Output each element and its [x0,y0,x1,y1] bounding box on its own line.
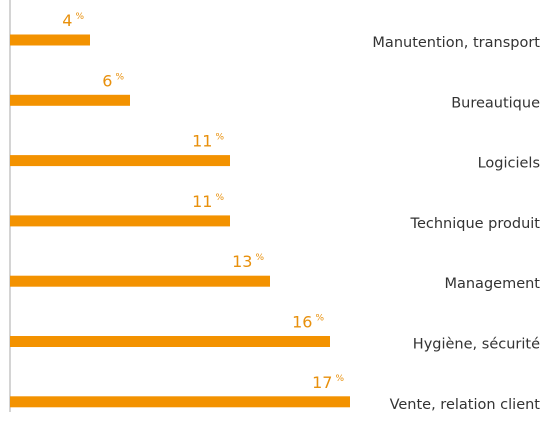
value-label: 4% [62,11,84,30]
value-unit: % [75,12,84,22]
value-number: 11 [192,192,212,211]
value-number: 4 [62,11,72,30]
value-label: 13% [232,252,264,271]
bar [10,94,130,106]
category-label: Manutention, transport [372,35,540,51]
category-label: Technique produit [410,216,541,232]
value-number: 16 [292,313,312,332]
value-number: 17 [312,373,332,392]
value-number: 6 [102,71,112,90]
category-label: Hygiène, sécurité [413,337,540,353]
bar [10,34,90,46]
category-label: Logiciels [478,156,540,172]
value-unit: % [115,72,124,82]
value-unit: % [215,193,224,203]
value-number: 11 [192,132,212,151]
category-label: Management [444,276,540,292]
value-unit: % [255,253,264,263]
value-label: 6% [102,71,124,90]
bar [10,155,230,167]
value-unit: % [215,133,224,143]
category-label: Vente, relation client [390,397,541,413]
category-label: Bureautique [451,95,540,111]
bar [10,336,330,347]
bar [10,275,270,287]
value-unit: % [315,314,324,324]
value-label: 11% [192,132,224,151]
value-label: 17% [312,373,344,392]
value-number: 13 [232,252,252,271]
bar [10,215,230,227]
value-unit: % [335,374,344,384]
value-label: 16% [292,313,324,332]
bar [10,396,350,408]
value-label: 11% [192,192,224,211]
